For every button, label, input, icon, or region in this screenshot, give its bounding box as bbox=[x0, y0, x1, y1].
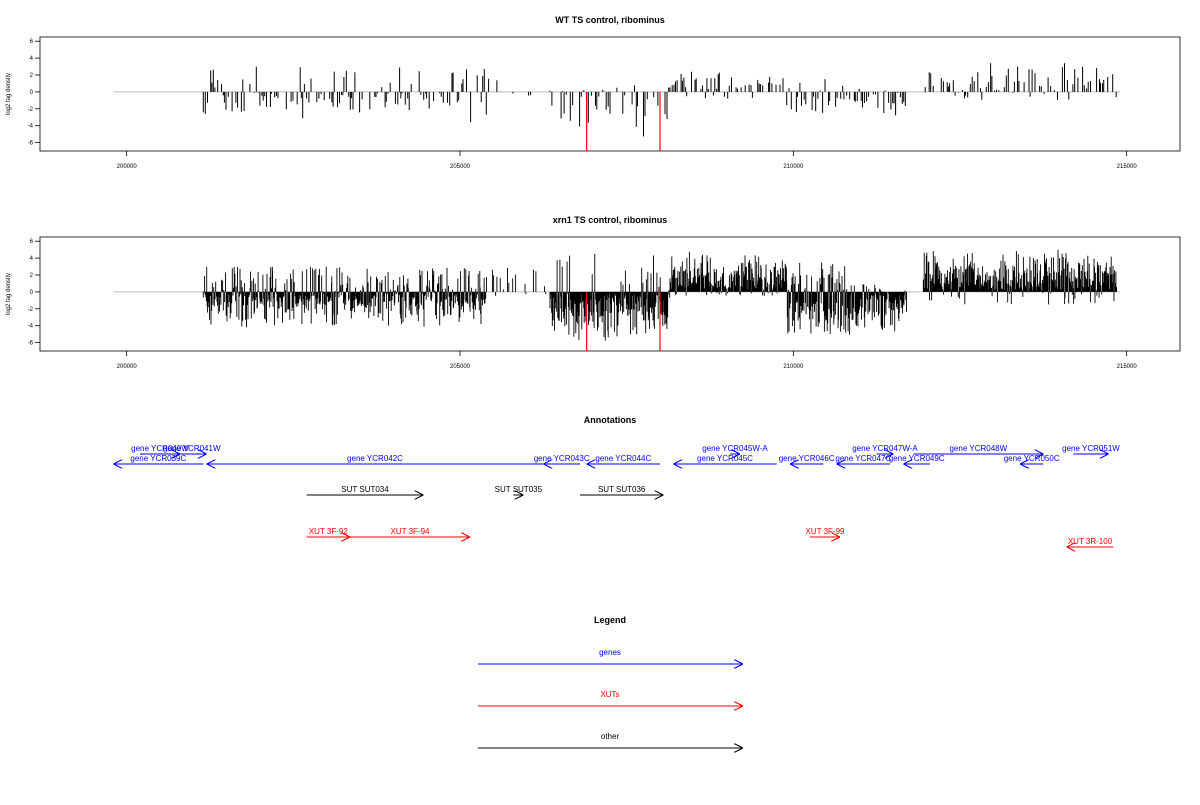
coverage-bars bbox=[202, 63, 1117, 151]
legend-label: genes bbox=[599, 648, 621, 657]
feature-gene-ycr045c: gene YCR045C bbox=[673, 454, 777, 464]
feature-gene-ycr043c: gene YCR043C bbox=[534, 454, 590, 464]
y-tick-label: -2 bbox=[28, 307, 34, 313]
feature-gene-ycr051w: gene YCR051W bbox=[1062, 444, 1120, 454]
y-axis: 6 4 2 0 -2 -4 -6 bbox=[28, 239, 40, 347]
feature-label: gene YCR045C bbox=[697, 454, 753, 463]
y-tick-label: 6 bbox=[30, 239, 34, 245]
x-tick-label: 205000 bbox=[450, 164, 471, 170]
annotations-title: Annotations bbox=[584, 415, 637, 425]
feature-label: gene YCR041W bbox=[163, 444, 221, 453]
feature-label: gene YCR047C bbox=[835, 454, 891, 463]
feature-label: gene YCR048W bbox=[949, 444, 1007, 453]
feature-sut-sut034: SUT SUT034 bbox=[306, 485, 424, 495]
feature-gene-ycr039c: gene YCR039C bbox=[113, 454, 204, 464]
feature-label: gene YCR051W bbox=[1062, 444, 1120, 453]
feature-xut-3f-99: XUT 3F-99 bbox=[806, 527, 846, 537]
xrn1-coverage-panel: xrn1 TS control, ribominus log2 tag dens… bbox=[6, 215, 1181, 370]
feature-xut-3f-94: XUT 3F-94 bbox=[350, 527, 470, 537]
y-axis-label: log2 tag density bbox=[6, 273, 12, 315]
feature-gene-ycr047c: gene YCR047C bbox=[835, 454, 892, 464]
feature-gene-ycr046c: gene YCR046C bbox=[779, 454, 835, 464]
feature-sut-sut035: SUT SUT035 bbox=[495, 485, 543, 495]
y-tick-label: -6 bbox=[28, 341, 34, 347]
feature-label: XUT 3F-92 bbox=[309, 527, 349, 536]
legend-entry-genes: genes bbox=[478, 648, 743, 664]
y-axis-label: log2 tag density bbox=[6, 73, 12, 115]
x-tick-label: 200000 bbox=[117, 364, 138, 370]
x-axis: 200000 205000 210000 215000 bbox=[117, 151, 1138, 170]
y-tick-label: 6 bbox=[30, 39, 34, 45]
y-tick-label: 0 bbox=[30, 290, 34, 296]
feature-label: SUT SUT036 bbox=[598, 485, 646, 494]
feature-sut-sut036: SUT SUT036 bbox=[580, 485, 664, 495]
panel-title: xrn1 TS control, ribominus bbox=[553, 215, 668, 225]
feature-label: gene YCR039C bbox=[130, 454, 186, 463]
x-tick-label: 215000 bbox=[1117, 364, 1138, 370]
legend-label: other bbox=[601, 732, 620, 741]
coverage-bar-series bbox=[202, 63, 1117, 137]
y-tick-label: -4 bbox=[28, 324, 34, 330]
feature-label: XUT 3F-94 bbox=[391, 527, 431, 536]
x-tick-label: 210000 bbox=[783, 364, 804, 370]
coverage-bar-series bbox=[202, 249, 1118, 341]
y-tick-label: 2 bbox=[30, 273, 34, 279]
y-tick-label: 2 bbox=[30, 73, 34, 79]
feature-label: gene YCR042C bbox=[347, 454, 403, 463]
x-tick-label: 205000 bbox=[450, 364, 471, 370]
feature-label: gene YCR043C bbox=[534, 454, 590, 463]
feature-xut-3f-92: XUT 3F-92 bbox=[306, 527, 350, 537]
y-tick-label: 4 bbox=[30, 56, 34, 62]
feature-label: SUT SUT035 bbox=[495, 485, 543, 494]
coverage-bars bbox=[202, 249, 1118, 351]
feature-label: gene YCR045W-A bbox=[702, 444, 768, 453]
wt-coverage-panel: WT TS control, ribominus log2 tag densit… bbox=[6, 15, 1181, 170]
legend-entries: genes XUTs other bbox=[478, 648, 743, 748]
plot-frame bbox=[39, 36, 1181, 152]
legend-entry-xuts: XUTs bbox=[478, 690, 743, 706]
feature-gene-ycr049c: gene YCR049C bbox=[889, 454, 945, 464]
legend-entry-other: other bbox=[478, 732, 743, 748]
feature-gene-ycr045w-a: gene YCR045W-A bbox=[702, 444, 768, 454]
feature-label: gene YCR044C bbox=[595, 454, 651, 463]
y-tick-label: -2 bbox=[28, 107, 34, 113]
y-tick-label: 4 bbox=[30, 256, 34, 262]
feature-gene-ycr050c: gene YCR050C bbox=[1004, 454, 1060, 464]
feature-xut-3r-100: XUT 3R-100 bbox=[1066, 537, 1114, 547]
feature-label: gene YCR050C bbox=[1004, 454, 1060, 463]
y-tick-label: 0 bbox=[30, 90, 34, 96]
feature-label: gene YCR049C bbox=[889, 454, 945, 463]
legend: Legend genes XUTs other bbox=[478, 615, 743, 748]
y-tick-label: -4 bbox=[28, 124, 34, 130]
legend-label: XUTs bbox=[600, 690, 619, 699]
panel-title: WT TS control, ribominus bbox=[555, 15, 665, 25]
feature-label: XUT 3R-100 bbox=[1068, 537, 1113, 546]
feature-gene-ycr042c: gene YCR042C bbox=[206, 454, 544, 464]
plot-frame bbox=[39, 236, 1181, 352]
feature-label: SUT SUT034 bbox=[341, 485, 389, 494]
y-axis: 6 4 2 0 -2 -4 -6 bbox=[28, 39, 40, 147]
feature-label: gene YCR040W bbox=[131, 444, 189, 453]
feature-gene-ycr044c: gene YCR044C bbox=[586, 454, 660, 464]
feature-gene-ycr040w: gene YCR040W bbox=[131, 444, 189, 454]
x-tick-label: 200000 bbox=[117, 164, 138, 170]
feature-gene-ycr047w-a: gene YCR047W-A bbox=[852, 444, 918, 454]
feature-label: gene YCR046C bbox=[779, 454, 835, 463]
x-axis: 200000 205000 210000 215000 bbox=[117, 351, 1138, 370]
feature-gene-ycr048w: gene YCR048W bbox=[913, 444, 1044, 454]
x-tick-label: 210000 bbox=[783, 164, 804, 170]
feature-label: XUT 3F-99 bbox=[806, 527, 846, 536]
y-tick-label: -6 bbox=[28, 141, 34, 147]
feature-gene-ycr041w: gene YCR041W bbox=[163, 444, 221, 454]
x-tick-label: 215000 bbox=[1117, 164, 1138, 170]
legend-title: Legend bbox=[594, 615, 626, 625]
feature-label: gene YCR047W-A bbox=[852, 444, 918, 453]
